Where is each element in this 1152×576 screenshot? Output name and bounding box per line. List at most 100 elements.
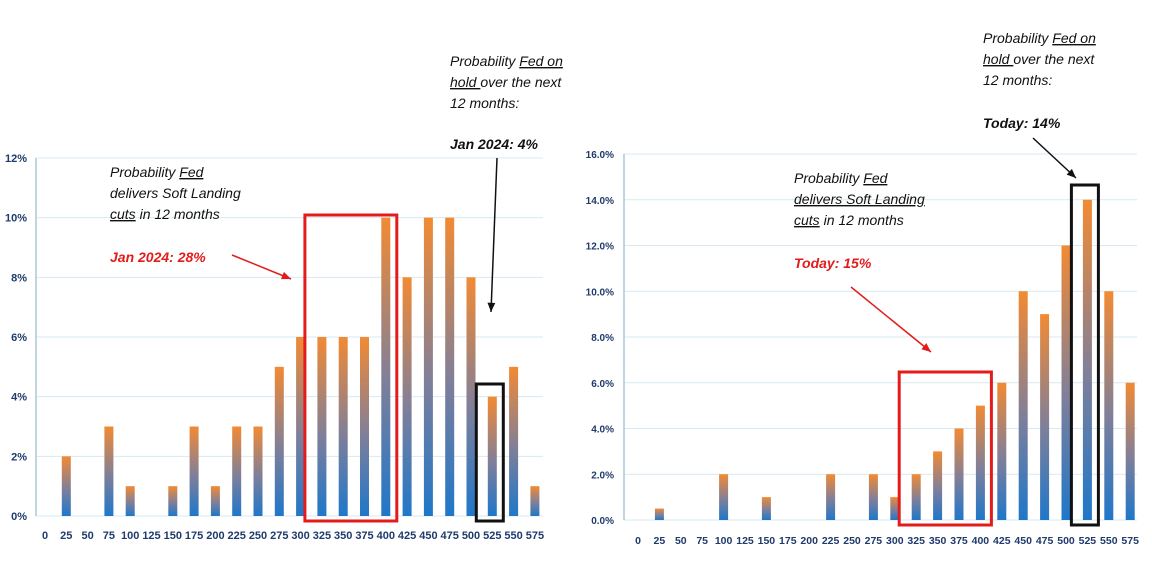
x-tick-label: 450: [419, 530, 437, 542]
x-tick-label: 200: [800, 535, 818, 547]
x-tick-label: 425: [993, 535, 1011, 547]
bar-275: [274, 366, 284, 516]
x-tick-label: 325: [313, 530, 331, 542]
annotation-text-span: Probability: [794, 170, 863, 186]
soft-landing-arrow: [231, 254, 292, 280]
on-hold-annotation: Probability Fed on hold over the next 12 m…: [450, 53, 563, 111]
bar-400: [975, 405, 985, 520]
x-tick-label: 100: [715, 535, 733, 547]
annotation-text-span: Fed on: [1052, 30, 1096, 46]
y-tick-label: 10%: [5, 213, 27, 225]
bar-175: [189, 426, 199, 516]
annotation-text-span: Probability: [450, 53, 519, 69]
on-hold-highlight: Today: 14%: [983, 115, 1061, 131]
x-tick-label: 350: [334, 530, 352, 542]
on-hold-box: [1069, 183, 1100, 527]
bar-550: [1104, 291, 1114, 520]
x-tick-label: 250: [249, 530, 267, 542]
y-tick-label: 6%: [11, 332, 27, 344]
bar-450: [423, 217, 433, 516]
x-tick-label: 425: [398, 530, 416, 542]
x-tick-label: 0: [42, 530, 48, 542]
bar-200: [210, 486, 220, 516]
x-tick-label: 0: [635, 535, 641, 547]
x-tick-label: 75: [103, 530, 115, 542]
x-tick-label: 525: [483, 530, 501, 542]
x-tick-label: 225: [822, 535, 840, 547]
x-tick-label: 75: [696, 535, 708, 547]
soft-landing-highlight: Jan 2024: 28%: [110, 249, 206, 265]
x-tick-label: 275: [865, 535, 883, 547]
soft-landing-arrowhead: [281, 271, 291, 280]
x-tick-label: 50: [81, 530, 93, 542]
annotation-text-span: Fed: [863, 170, 888, 186]
x-tick-label: 475: [1036, 535, 1054, 547]
annotation-text-span: over the next: [480, 74, 562, 90]
y-tick-label: 2.0%: [591, 470, 614, 481]
bar-450: [1018, 291, 1028, 520]
bar-150: [761, 497, 771, 520]
annotation-text-span: in 12 months: [820, 212, 904, 228]
x-tick-label: 400: [377, 530, 395, 542]
x-tick-label: 450: [1014, 535, 1032, 547]
annotation-text-span: Probability: [110, 164, 179, 180]
bar-575: [1125, 382, 1135, 520]
x-tick-label: 525: [1079, 535, 1097, 547]
bar-525: [487, 396, 497, 516]
bar-475: [445, 217, 455, 516]
on-hold-annotation: Probability Fed on hold over the next 12 m…: [983, 30, 1096, 88]
x-tick-label: 575: [1121, 535, 1139, 547]
bar-350: [933, 451, 943, 520]
x-tick-label: 300: [291, 530, 309, 542]
y-tick-label: 2%: [11, 451, 27, 463]
bar-550: [509, 366, 519, 516]
chart-panel-1: 0% 2% 4% 6% 8% 10% 12% 0 25 50 75 100 125 150 175 200 22…: [5, 53, 563, 542]
bar-375: [954, 428, 964, 520]
x-tick-label: 500: [1057, 535, 1075, 547]
bar-300: [890, 497, 900, 520]
annotation-text-span: in 12 months: [136, 206, 220, 222]
annotation-text-span: hold: [450, 74, 480, 90]
bar-150: [168, 486, 178, 516]
y-tick-label: 16.0%: [586, 150, 614, 161]
annotation-text-span: cuts: [110, 206, 136, 222]
y-tick-label: 12.0%: [586, 242, 614, 253]
bar-475: [1040, 314, 1050, 520]
bar-350: [338, 337, 348, 516]
on-hold-box: [474, 382, 505, 523]
x-tick-label: 125: [736, 535, 754, 547]
x-tick-label: 300: [886, 535, 904, 547]
x-tick-label: 225: [228, 530, 246, 542]
bar-400: [381, 217, 391, 516]
y-tick-label: 0.0%: [591, 516, 614, 527]
y-tick-label: 6.0%: [591, 379, 614, 390]
soft-landing-arrowhead: [921, 343, 931, 352]
bar-425: [402, 277, 412, 516]
annotation-text-span: cuts: [794, 212, 820, 228]
x-tick-label: 325: [907, 535, 925, 547]
bar-75: [104, 426, 114, 516]
annotation-text-span: delivers Soft Landing: [110, 185, 241, 201]
y-tick-label: 4%: [11, 392, 27, 404]
annotation-text-span: over the next: [1013, 51, 1095, 67]
x-tick-label: 275: [270, 530, 288, 542]
x-tick-label: 400: [972, 535, 990, 547]
annotation-text-span: hold: [983, 51, 1013, 67]
on-hold-arrowhead: [487, 302, 496, 312]
bar-525: [1082, 199, 1092, 520]
x-tick-label: 25: [654, 535, 666, 547]
bar-275: [868, 474, 878, 520]
x-tick-label: 100: [121, 530, 139, 542]
x-tick-label: 475: [441, 530, 459, 542]
x-tick-label: 150: [164, 530, 182, 542]
on-hold-arrowhead: [1066, 168, 1076, 178]
x-tick-label: 500: [462, 530, 480, 542]
x-tick-label: 150: [758, 535, 776, 547]
x-tick-label: 575: [526, 530, 544, 542]
soft-landing-annotation: Probability Fed delivers Soft Landing cuts…: [794, 170, 925, 228]
bar-250: [253, 426, 263, 516]
x-tick-label: 550: [504, 530, 522, 542]
on-hold-highlight: Jan 2024: 4%: [450, 136, 538, 152]
annotation-text-span: Probability: [983, 30, 1052, 46]
y-tick-label: 10.0%: [586, 287, 614, 298]
